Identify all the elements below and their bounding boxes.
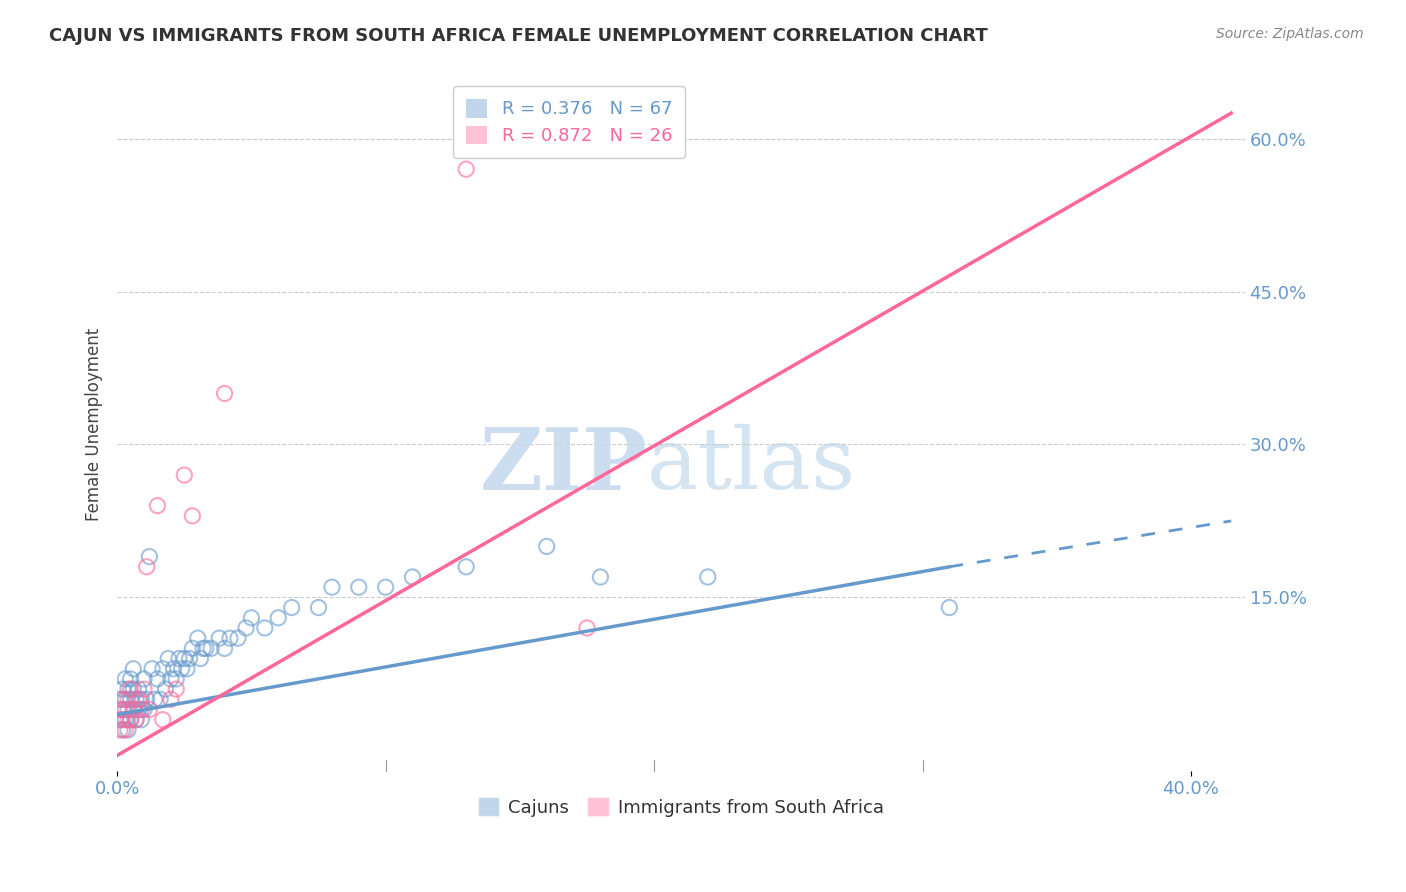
Point xyxy=(321,580,343,594)
Point xyxy=(141,662,163,676)
Y-axis label: Female Unemployment: Female Unemployment xyxy=(86,327,103,521)
Point xyxy=(131,713,153,727)
Text: Source: ZipAtlas.com: Source: ZipAtlas.com xyxy=(1216,27,1364,41)
Point xyxy=(132,672,155,686)
Point xyxy=(149,692,172,706)
Point xyxy=(208,631,231,645)
Legend: Cajuns, Immigrants from South Africa: Cajuns, Immigrants from South Africa xyxy=(471,790,891,824)
Point xyxy=(160,692,183,706)
Point xyxy=(191,641,214,656)
Point xyxy=(135,692,157,706)
Point xyxy=(131,692,153,706)
Point xyxy=(125,713,148,727)
Point xyxy=(120,713,142,727)
Point xyxy=(138,549,160,564)
Point xyxy=(190,651,212,665)
Point xyxy=(111,713,134,727)
Point xyxy=(128,682,150,697)
Point xyxy=(401,570,423,584)
Point xyxy=(456,559,478,574)
Point xyxy=(117,692,139,706)
Point xyxy=(108,692,131,706)
Point xyxy=(152,662,174,676)
Point xyxy=(117,723,139,737)
Text: ZIP: ZIP xyxy=(479,424,647,508)
Point xyxy=(138,702,160,716)
Point xyxy=(132,682,155,697)
Point xyxy=(117,682,139,697)
Point xyxy=(114,692,136,706)
Point xyxy=(165,672,187,686)
Point xyxy=(114,702,136,716)
Point xyxy=(132,702,155,716)
Point xyxy=(120,672,142,686)
Point xyxy=(347,580,370,594)
Point xyxy=(219,631,242,645)
Point xyxy=(111,723,134,737)
Point xyxy=(122,702,145,716)
Point xyxy=(173,468,195,483)
Point xyxy=(135,559,157,574)
Point xyxy=(194,641,217,656)
Point xyxy=(280,600,302,615)
Point xyxy=(122,682,145,697)
Point xyxy=(143,692,166,706)
Point xyxy=(267,611,290,625)
Point xyxy=(160,672,183,686)
Point xyxy=(108,713,131,727)
Point xyxy=(114,672,136,686)
Point xyxy=(108,702,131,716)
Point xyxy=(117,713,139,727)
Point xyxy=(226,631,249,645)
Point xyxy=(162,662,184,676)
Point xyxy=(181,641,204,656)
Point xyxy=(176,662,198,676)
Point xyxy=(128,702,150,716)
Point xyxy=(117,702,139,716)
Point xyxy=(575,621,598,635)
Point xyxy=(111,682,134,697)
Point xyxy=(536,540,558,554)
Point xyxy=(111,702,134,716)
Point xyxy=(157,651,180,665)
Point xyxy=(181,508,204,523)
Point xyxy=(179,651,201,665)
Point xyxy=(235,621,257,635)
Point xyxy=(128,692,150,706)
Point xyxy=(146,672,169,686)
Point xyxy=(308,600,330,615)
Text: CAJUN VS IMMIGRANTS FROM SOUTH AFRICA FEMALE UNEMPLOYMENT CORRELATION CHART: CAJUN VS IMMIGRANTS FROM SOUTH AFRICA FE… xyxy=(49,27,988,45)
Point xyxy=(122,662,145,676)
Point xyxy=(173,651,195,665)
Point xyxy=(200,641,222,656)
Point xyxy=(152,713,174,727)
Point xyxy=(125,692,148,706)
Point xyxy=(456,162,478,177)
Point xyxy=(253,621,276,635)
Point xyxy=(125,713,148,727)
Point xyxy=(938,600,960,615)
Point xyxy=(240,611,263,625)
Point xyxy=(114,723,136,737)
Point xyxy=(108,723,131,737)
Text: atlas: atlas xyxy=(647,424,856,508)
Point xyxy=(131,702,153,716)
Point xyxy=(696,570,718,584)
Point xyxy=(114,713,136,727)
Point xyxy=(589,570,612,584)
Point xyxy=(165,682,187,697)
Point xyxy=(146,499,169,513)
Point xyxy=(374,580,396,594)
Point xyxy=(170,662,193,676)
Point xyxy=(122,702,145,716)
Point xyxy=(167,651,190,665)
Point xyxy=(120,692,142,706)
Point xyxy=(155,682,177,697)
Point xyxy=(111,692,134,706)
Point xyxy=(187,631,209,645)
Point xyxy=(214,641,236,656)
Point xyxy=(214,386,236,401)
Point xyxy=(120,713,142,727)
Point xyxy=(120,682,142,697)
